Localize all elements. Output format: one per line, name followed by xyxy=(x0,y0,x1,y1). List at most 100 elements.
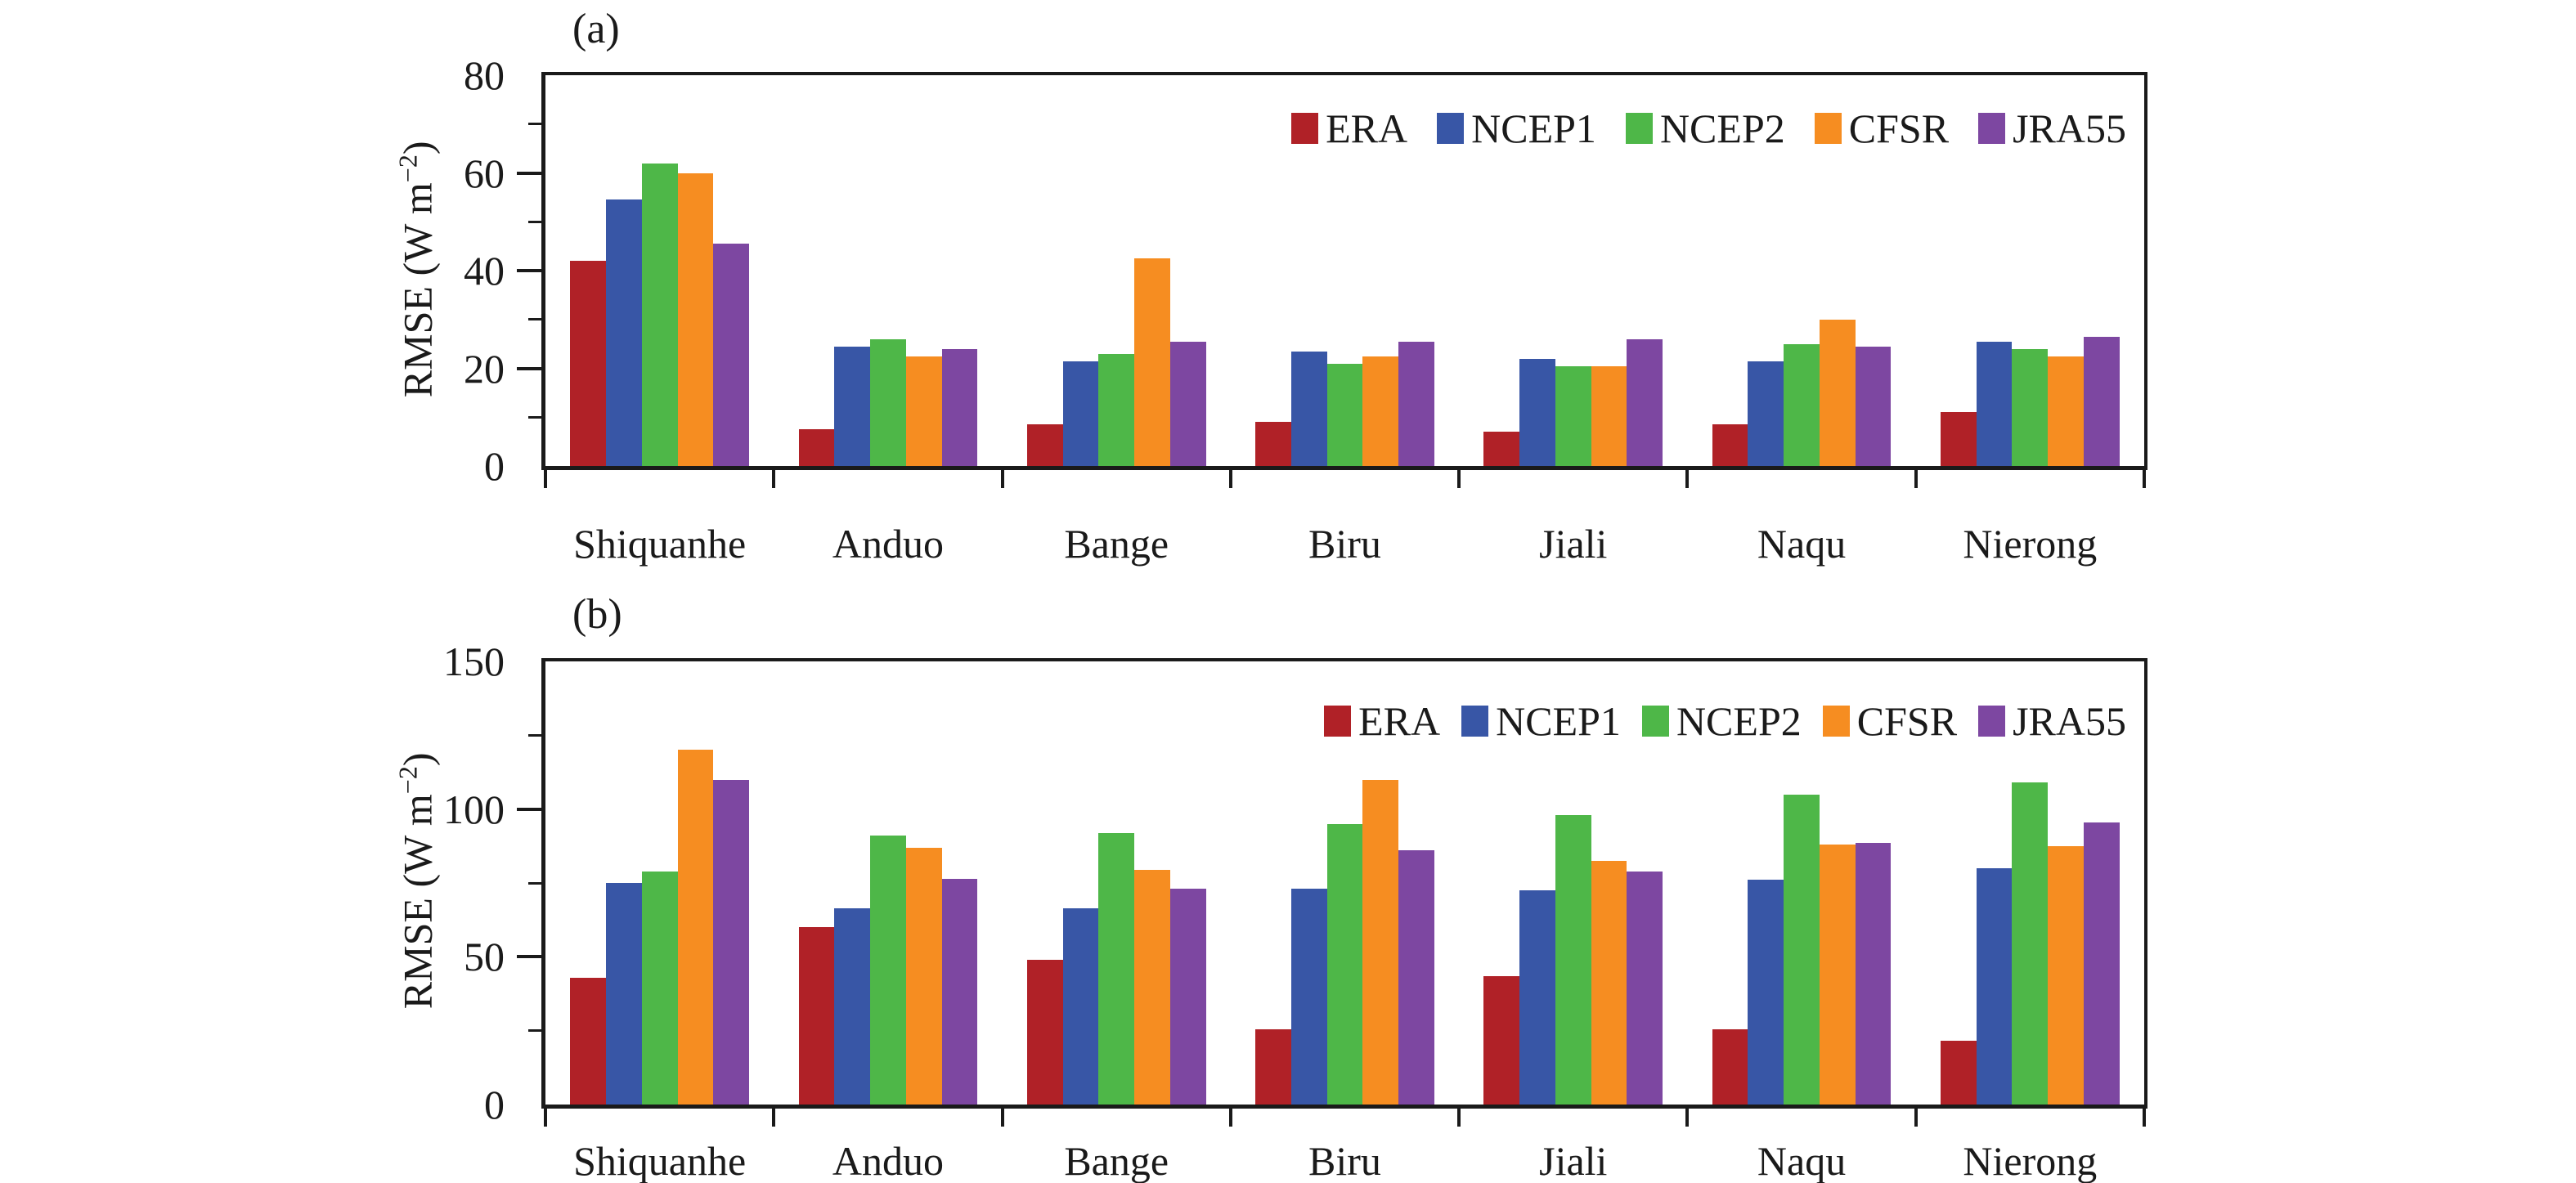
panel-b-x-boundary-tick-1 xyxy=(772,1109,776,1127)
bar-ncep1-anduo xyxy=(834,346,871,466)
legend-label-jra55: JRA55 xyxy=(2013,698,2126,744)
bar-ncep1-anduo xyxy=(834,907,871,1105)
panel-a-x-boundary-tick-5 xyxy=(1685,470,1690,488)
panel-a-y-minor-tick-30 xyxy=(528,318,541,321)
bar-cfsr-jiali xyxy=(1591,365,1627,466)
legend-label-ncep1: NCEP1 xyxy=(1471,105,1596,151)
bar-ncep2-nierong xyxy=(2012,348,2049,466)
panel-a-y-minor-tick-50 xyxy=(528,220,541,223)
bar-jra55-anduo xyxy=(941,348,978,466)
panel-b-y-tick-label-0: 0 xyxy=(484,1082,505,1127)
bar-ncep1-biru xyxy=(1290,351,1327,466)
panel-b-y-minor-tick-125 xyxy=(528,733,541,737)
panel-a-x-category-label-jiali: Jiali xyxy=(1539,521,1608,567)
legend-swatch-ncep2 xyxy=(1625,113,1653,144)
panel-b-x-category-label-bange: Bange xyxy=(1064,1138,1169,1183)
bar-cfsr-jiali xyxy=(1591,860,1627,1105)
panel-b-y-minor-tick-75 xyxy=(528,881,541,885)
panel-a-legend: ERA NCEP1 NCEP2 CFSR JRA55 xyxy=(1291,108,2126,149)
legend-item-ncep1: NCEP1 xyxy=(1437,108,1596,149)
bar-cfsr-nierong xyxy=(2048,356,2084,466)
legend-label-era: ERA xyxy=(1358,698,1441,744)
panel-b-x-category-label-shiquanhe: Shiquanhe xyxy=(573,1138,747,1183)
panel-b-y-axis-title-close: ) xyxy=(394,752,441,767)
panel-b-x-category-label-jiali: Jiali xyxy=(1539,1138,1608,1183)
bar-ncep2-bange xyxy=(1098,832,1135,1105)
bar-jra55-bange xyxy=(1169,341,1206,466)
bar-ncep2-shiquanhe xyxy=(641,871,678,1105)
panel-b-x-boundary-tick-7 xyxy=(2143,1109,2146,1127)
bar-cfsr-bange xyxy=(1134,869,1170,1105)
panel-b-x-boundary-tick-5 xyxy=(1685,1109,1690,1127)
bar-ncep1-nierong xyxy=(1976,867,2013,1105)
bar-jra55-shiquanhe xyxy=(713,244,749,466)
bar-jra55-naqu xyxy=(1855,346,1892,466)
bar-jra55-nierong xyxy=(2083,336,2120,466)
bar-ncep2-biru xyxy=(1326,363,1363,466)
legend-swatch-cfsr xyxy=(1814,113,1842,144)
bar-jra55-biru xyxy=(1398,850,1434,1105)
bar-ncep2-jiali xyxy=(1555,365,1591,466)
bar-ncep1-bange xyxy=(1062,907,1099,1105)
panel-b-x-category-label-biru: Biru xyxy=(1308,1138,1381,1183)
panel-b-y-tick-label-150: 150 xyxy=(443,639,505,684)
legend-label-cfsr: CFSR xyxy=(1848,105,1950,151)
panel-b-y-axis-title: RMSE (W m−2) xyxy=(393,709,442,1052)
panel-b-y-major-tick-50 xyxy=(517,955,541,959)
panel-a-y-major-tick-60 xyxy=(517,171,541,175)
bar-jra55-anduo xyxy=(941,878,978,1105)
bar-era-anduo xyxy=(798,429,835,466)
legend-swatch-era xyxy=(1291,113,1319,144)
bar-era-bange xyxy=(1026,424,1063,466)
panel-a-x-boundary-tick-0 xyxy=(544,470,547,488)
legend-item-ncep1: NCEP1 xyxy=(1461,701,1621,742)
panel-a-x-boundary-tick-7 xyxy=(2143,470,2146,488)
bar-era-nierong xyxy=(1941,1041,1977,1105)
bar-ncep2-nierong xyxy=(2012,782,2049,1105)
bar-cfsr-bange xyxy=(1134,258,1170,466)
bar-era-shiquanhe xyxy=(570,977,607,1105)
panel-a-x-category-label-biru: Biru xyxy=(1308,521,1381,567)
panel-a-x-category-label-nierong: Nierong xyxy=(1963,521,2098,567)
bar-ncep2-shiquanhe xyxy=(641,163,678,466)
panel-b-x-boundary-tick-3 xyxy=(1228,1109,1232,1127)
bar-jra55-jiali xyxy=(1627,338,1663,466)
legend-label-ncep1: NCEP1 xyxy=(1496,698,1621,744)
bar-ncep1-naqu xyxy=(1748,361,1784,466)
bar-era-bange xyxy=(1026,959,1063,1105)
legend-swatch-ncep1 xyxy=(1437,113,1465,144)
panel-a-y-tick-label-40: 40 xyxy=(464,248,505,294)
panel-a-x-boundary-tick-2 xyxy=(1000,470,1004,488)
bar-ncep1-biru xyxy=(1290,889,1327,1105)
panel-b-y-minor-tick-25 xyxy=(528,1029,541,1033)
legend-label-cfsr: CFSR xyxy=(1856,698,1958,744)
bar-era-nierong xyxy=(1941,412,1977,466)
bar-era-naqu xyxy=(1712,424,1748,466)
bar-jra55-biru xyxy=(1398,341,1434,466)
bar-era-anduo xyxy=(798,927,835,1105)
panel-b-y-major-tick-100 xyxy=(517,807,541,811)
panel-a-x-category-label-shiquanhe: Shiquanhe xyxy=(573,521,747,567)
legend-item-ncep2: NCEP2 xyxy=(1625,105,1785,151)
panel-b-y-tick-label-50: 50 xyxy=(464,934,505,980)
legend-item-ncep2: NCEP2 xyxy=(1641,701,1802,742)
panel-b-x-category-label-nierong: Nierong xyxy=(1963,1138,2098,1183)
panel-a-y-tick-label-0: 0 xyxy=(484,443,505,489)
bar-cfsr-naqu xyxy=(1819,845,1856,1105)
legend-swatch-jra55 xyxy=(1978,706,2006,737)
bar-cfsr-shiquanhe xyxy=(677,173,714,466)
panel-b-plot-area: ERA NCEP1 NCEP2 CFSR JRA55 xyxy=(517,658,2147,1127)
legend-label-ncep2: NCEP2 xyxy=(1659,105,1785,151)
legend-swatch-jra55 xyxy=(1978,113,2006,144)
bar-ncep1-bange xyxy=(1062,361,1099,466)
legend-item-jra55: JRA55 xyxy=(1978,108,2126,149)
bar-ncep1-shiquanhe xyxy=(606,883,642,1105)
panel-a-y-major-tick-20 xyxy=(517,366,541,370)
bar-ncep1-jiali xyxy=(1519,890,1555,1105)
legend-label-jra55: JRA55 xyxy=(2013,105,2126,151)
panel-a-x-category-label-bange: Bange xyxy=(1064,521,1169,567)
legend-item-era: ERA xyxy=(1291,108,1407,149)
bar-ncep2-bange xyxy=(1098,353,1135,466)
bar-jra55-jiali xyxy=(1627,871,1663,1105)
panel-b-x-category-label-naqu: Naqu xyxy=(1757,1138,1847,1183)
